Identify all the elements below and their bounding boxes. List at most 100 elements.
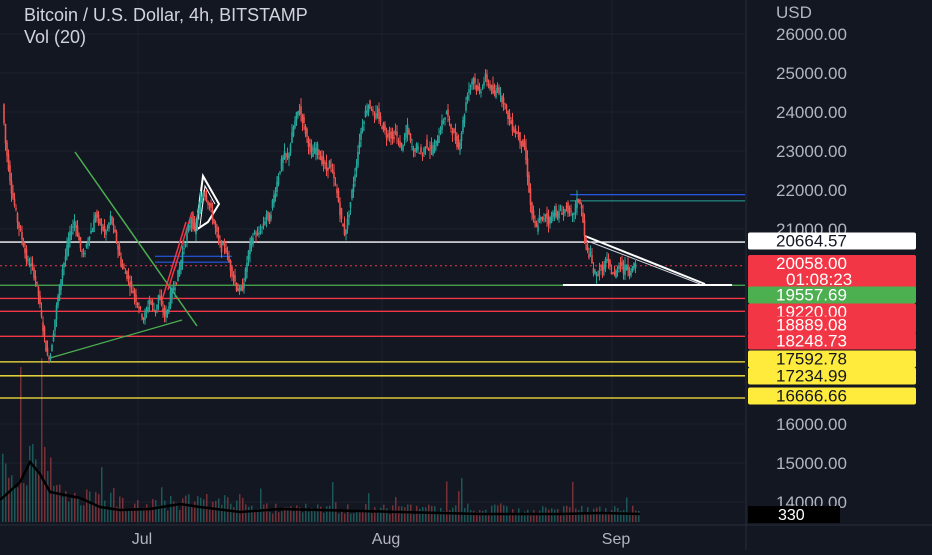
candle-body [417,146,419,150]
volume-bar [11,475,13,522]
candle-body [265,214,268,220]
candle-body [594,270,596,274]
volume-bar [200,497,202,522]
candle-body [544,215,547,217]
candle-body [231,266,233,276]
triangle-line [584,235,706,285]
candle-body [240,286,242,291]
candle-body [186,232,188,241]
volume-bar [446,481,448,522]
candle-body [343,224,346,235]
candle-body [436,141,439,146]
candle-body [333,171,335,179]
candle-body [571,213,574,215]
volume-bar [161,487,163,522]
candle-body [429,149,431,151]
candle-body [310,146,313,152]
candle-body [615,270,617,279]
bar-countdown: 01:08:23 [786,270,852,289]
triangle-line [584,239,701,285]
candle-body [498,87,500,94]
candle-body [142,317,145,321]
candle-body [135,294,137,302]
time-axis[interactable]: Jul Aug Sep [132,531,631,548]
candle-body [43,327,46,336]
candle-body [291,132,293,144]
candle-body [426,139,428,148]
candle-body [396,131,398,137]
volume-bar [14,485,16,522]
volume-bar [77,498,79,522]
candle-body [136,302,139,306]
candle-body [63,262,65,268]
volume-bar [134,503,136,522]
volume-bar [89,491,91,522]
volume-bar [572,481,574,522]
volume-bar [8,477,10,522]
candle-body [109,215,112,221]
volume-bar [434,506,436,522]
candle-body [307,138,310,147]
price-label-text: 17592.78 [776,350,847,369]
volume-bar [317,504,319,522]
volume-bar [422,507,424,522]
candle-body [267,211,269,214]
price-tick-label: 25000.00 [776,64,847,83]
candle-body [67,239,70,249]
candle-body [423,147,425,155]
candle-body [58,284,61,301]
candle-body [21,232,23,240]
candle-body [100,223,103,227]
candle-body [589,252,592,254]
candle-body [364,110,367,118]
candle-body [565,205,568,208]
trendline [161,221,187,301]
symbol-title[interactable]: Bitcoin / U.S. Dollar, 4h, BITSTAMP [24,5,308,25]
volume-bar [230,503,232,522]
candle-body [150,302,152,304]
volume-bar [416,505,418,522]
candle-body [502,97,505,104]
volume-bar [155,500,157,522]
volume-bar [557,509,559,522]
candle-body [70,232,73,236]
candle-body [183,248,185,250]
candle-body [91,231,94,233]
volume-bar [620,511,622,522]
volume-bar [476,512,478,522]
volume-bar [17,487,19,522]
candle-body [337,190,340,202]
candle-body [244,268,247,281]
volume-average-line [0,459,641,516]
volume-bar [341,511,343,522]
candle-body [256,232,259,235]
volume-indicator-label[interactable]: Vol (20) [24,27,87,47]
candle-body [217,234,220,239]
volume-bar [242,497,244,522]
volume-bar [560,513,562,522]
volume-bar [233,507,235,522]
candle-body [112,224,115,226]
candle-body [118,246,121,256]
volume-bar [221,504,223,522]
candle-body [30,263,32,266]
volume-bar [158,505,160,522]
candle-body [108,222,110,229]
volume-bar [377,510,379,522]
volume-bar [554,509,556,522]
candle-body [618,265,620,269]
candle-body [144,312,146,321]
price-tick-label: 23000.00 [776,142,847,161]
volume-bar [26,485,28,522]
candle-body [552,212,554,218]
candle-body [288,153,290,159]
candle-body [418,152,421,154]
volume-bar [92,502,94,522]
volume-bar [314,510,316,522]
price-label-bg [748,332,916,350]
candle-body [342,223,344,227]
candle-body [469,85,472,87]
candle-body [238,287,241,292]
